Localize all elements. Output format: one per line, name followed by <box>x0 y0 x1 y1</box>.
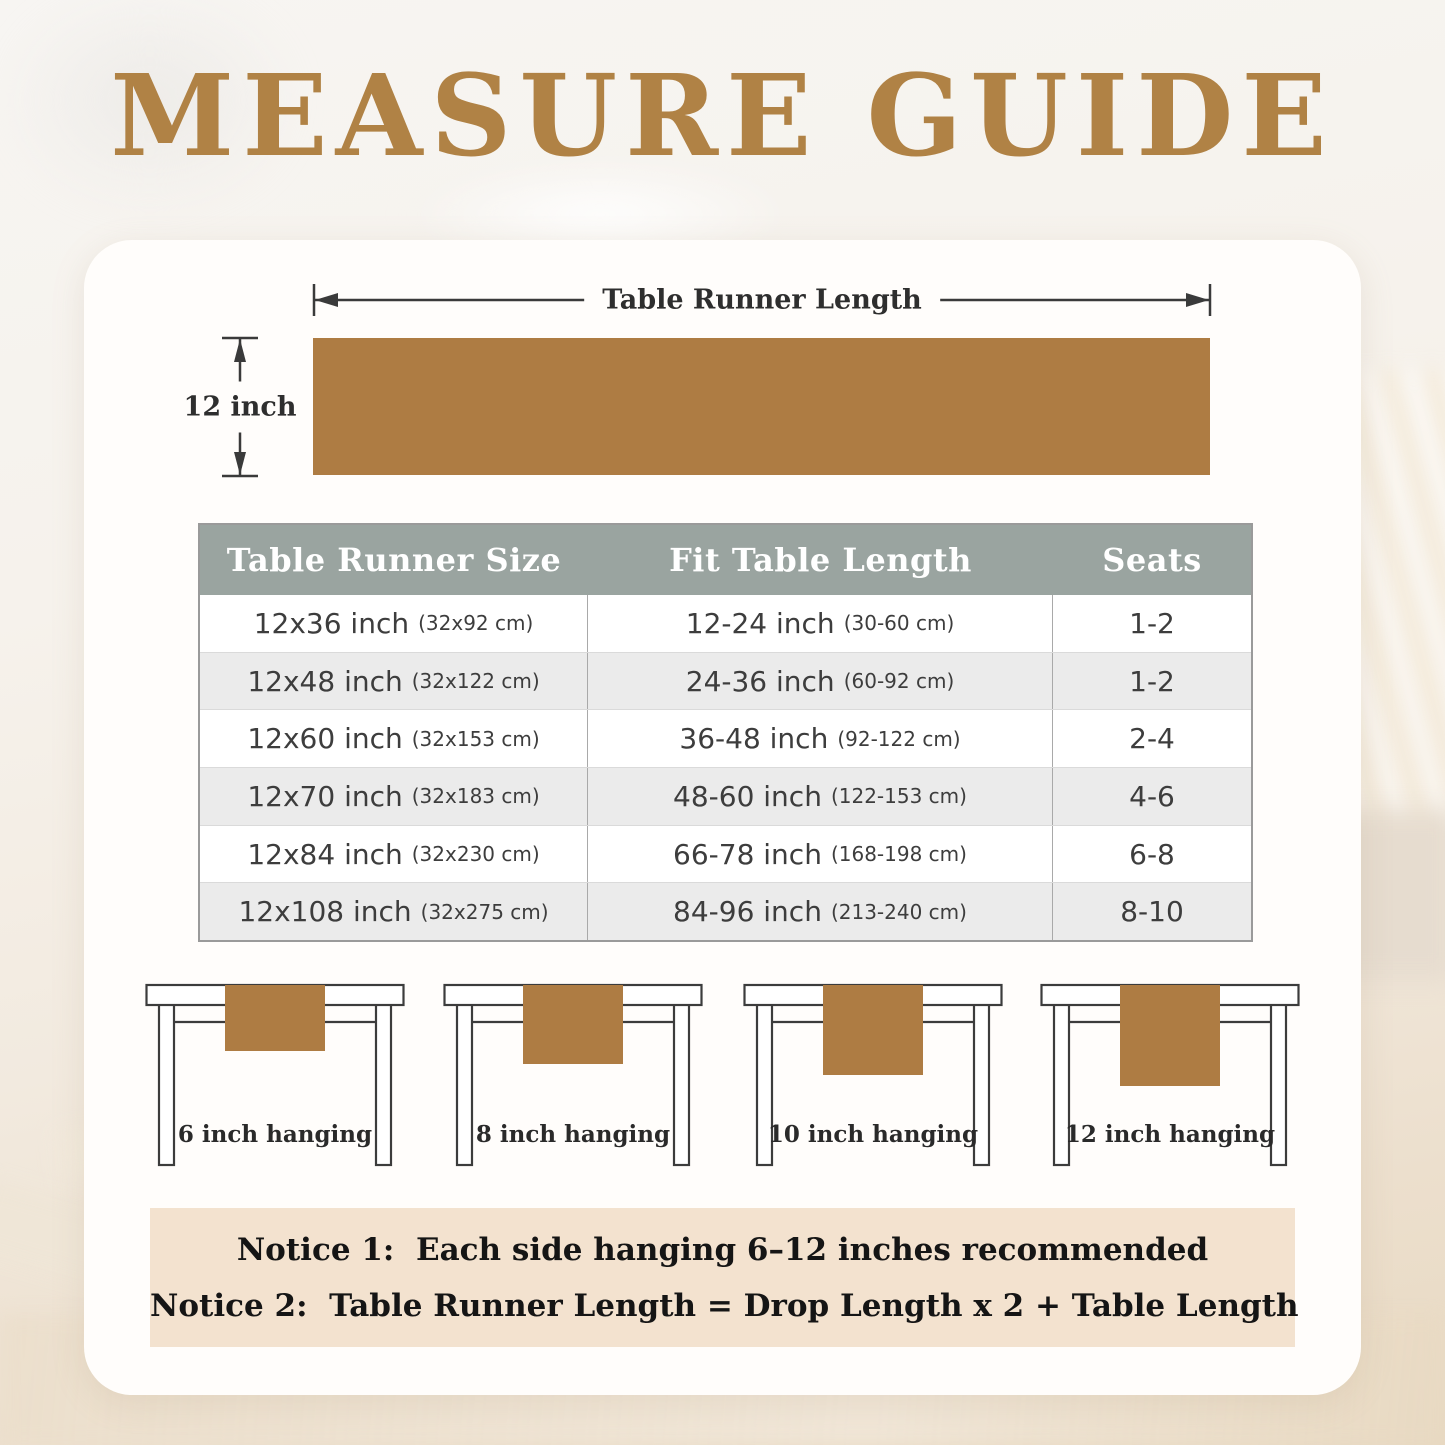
cell-fit-length: 36-48 inch (92-122 cm) <box>588 710 1053 768</box>
fit-cm-value: (122-153 cm) <box>830 784 967 809</box>
size-cm-value: (32x183 cm) <box>411 784 540 809</box>
fit-cm-value: (92-122 cm) <box>837 726 961 751</box>
cell-seats: 8-10 <box>1053 883 1251 940</box>
fit-value: 84-96 inch <box>673 895 822 929</box>
seats-value: 4-6 <box>1129 779 1175 813</box>
width-dimension-label: 12 inch <box>177 381 303 433</box>
size-cm-value: (32x230 cm) <box>411 842 540 867</box>
table-row: 12x48 inch (32x122 cm) 24-36 inch (60-92 c… <box>200 652 1251 711</box>
table-row: 12x84 inch (32x230 cm) 66-78 inch (168-198… <box>200 825 1251 884</box>
table-side-view <box>145 983 405 1167</box>
hanging-illustration-12in: 12 inch hanging <box>1040 975 1300 1185</box>
size-cm-value: (32x275 cm) <box>420 899 549 924</box>
cell-fit-length: 12-24 inch (30-60 cm) <box>588 595 1053 652</box>
fit-value: 66-78 inch <box>673 837 822 871</box>
cell-seats: 6-8 <box>1053 826 1251 883</box>
hanging-label: 10 inch hanging <box>767 1121 979 1148</box>
table-body: 12x36 inch (32x92 cm) 12-24 inch (30-60 cm… <box>200 595 1251 941</box>
cell-runner-size: 12x60 inch (32x153 cm) <box>200 710 588 768</box>
table-row: 12x108 inch (32x275 cm) 84-96 inch (213-24… <box>200 883 1251 941</box>
table-row: 12x60 inch (32x153 cm) 36-48 inch (92-122 … <box>200 710 1251 769</box>
fit-value: 36-48 inch <box>679 722 829 756</box>
width-dimension-arrow <box>222 336 258 478</box>
fit-cm-value: (60-92 cm) <box>843 669 955 693</box>
length-dimension-label: Table Runner Length <box>584 282 940 318</box>
size-value: 12x60 inch <box>247 722 403 756</box>
size-cm-value: (32x92 cm) <box>418 611 534 636</box>
table-side-view <box>1040 983 1300 1167</box>
notice-line-2: Notice 2: Table Runner Length = Drop Len… <box>150 1288 1299 1324</box>
header-runner-size: Table Runner Size <box>226 541 562 579</box>
cell-runner-size: 12x108 inch (32x275 cm) <box>200 883 588 941</box>
cell-seats: 2-4 <box>1053 710 1251 767</box>
cell-runner-size: 12x84 inch (32x230 cm) <box>200 825 588 883</box>
size-chart-table: Table Runner Size Fit Table Length Seats… <box>198 523 1253 942</box>
fit-cm-value: (30-60 cm) <box>843 611 955 636</box>
table-row: 12x70 inch (32x183 cm) 48-60 inch (122-153… <box>200 768 1251 826</box>
table-side-view <box>743 983 1003 1167</box>
size-cm-value: (32x122 cm) <box>411 669 540 693</box>
page-title: MEASURE GUIDE <box>110 51 1335 182</box>
notice-line-1: Notice 1: Each side hanging 6–12 inches … <box>236 1232 1209 1268</box>
size-value: 12x108 inch <box>238 895 412 929</box>
cell-runner-size: 12x36 inch (32x92 cm) <box>200 595 588 652</box>
header-seats: Seats <box>1102 541 1202 579</box>
size-value: 12x84 inch <box>247 837 403 871</box>
seats-value: 1-2 <box>1129 664 1175 698</box>
table-header-row: Table Runner Size Fit Table Length Seats <box>200 525 1251 595</box>
header-fit-length: Fit Table Length <box>669 541 972 579</box>
hanging-label: 6 inch hanging <box>177 1121 373 1148</box>
size-value: 12x36 inch <box>253 606 410 640</box>
cell-fit-length: 66-78 inch (168-198 cm) <box>588 825 1053 883</box>
content-card: Table Runner Length 12 inch Table Runner… <box>84 240 1361 1395</box>
cell-seats: 1-2 <box>1053 595 1251 652</box>
size-value: 12x48 inch <box>247 664 403 698</box>
cell-seats: 1-2 <box>1053 653 1251 710</box>
cell-fit-length: 24-36 inch (60-92 cm) <box>588 652 1053 710</box>
fit-value: 24-36 inch <box>685 664 835 698</box>
cell-fit-length: 84-96 inch (213-240 cm) <box>588 883 1053 941</box>
hanging-illustration-8in: 8 inch hanging <box>443 975 703 1185</box>
fit-cm-value: (213-240 cm) <box>830 899 967 924</box>
seats-value: 6-8 <box>1129 837 1175 871</box>
notice-box: Notice 1: Each side hanging 6–12 inches … <box>150 1208 1299 1347</box>
fit-value: 48-60 inch <box>673 779 822 813</box>
table-side-view <box>443 983 703 1167</box>
cell-fit-length: 48-60 inch (122-153 cm) <box>588 768 1053 825</box>
seats-value: 8-10 <box>1120 895 1184 929</box>
table-runner-swatch <box>313 338 1210 475</box>
hanging-illustration-6in: 6 inch hanging <box>145 975 405 1185</box>
hanging-label: 8 inch hanging <box>475 1121 671 1148</box>
cell-seats: 4-6 <box>1053 768 1251 825</box>
fit-value: 12-24 inch <box>685 606 835 640</box>
size-value: 12x70 inch <box>247 779 403 813</box>
seats-value: 2-4 <box>1129 722 1175 756</box>
hanging-label: 12 inch hanging <box>1064 1121 1276 1148</box>
size-cm-value: (32x153 cm) <box>411 726 540 751</box>
fit-cm-value: (168-198 cm) <box>830 842 967 867</box>
hanging-illustration-10in: 10 inch hanging <box>743 975 1003 1185</box>
cell-runner-size: 12x70 inch (32x183 cm) <box>200 768 588 825</box>
seats-value: 1-2 <box>1129 606 1175 640</box>
cell-runner-size: 12x48 inch (32x122 cm) <box>200 652 588 710</box>
table-row: 12x36 inch (32x92 cm) 12-24 inch (30-60 cm… <box>200 595 1251 653</box>
